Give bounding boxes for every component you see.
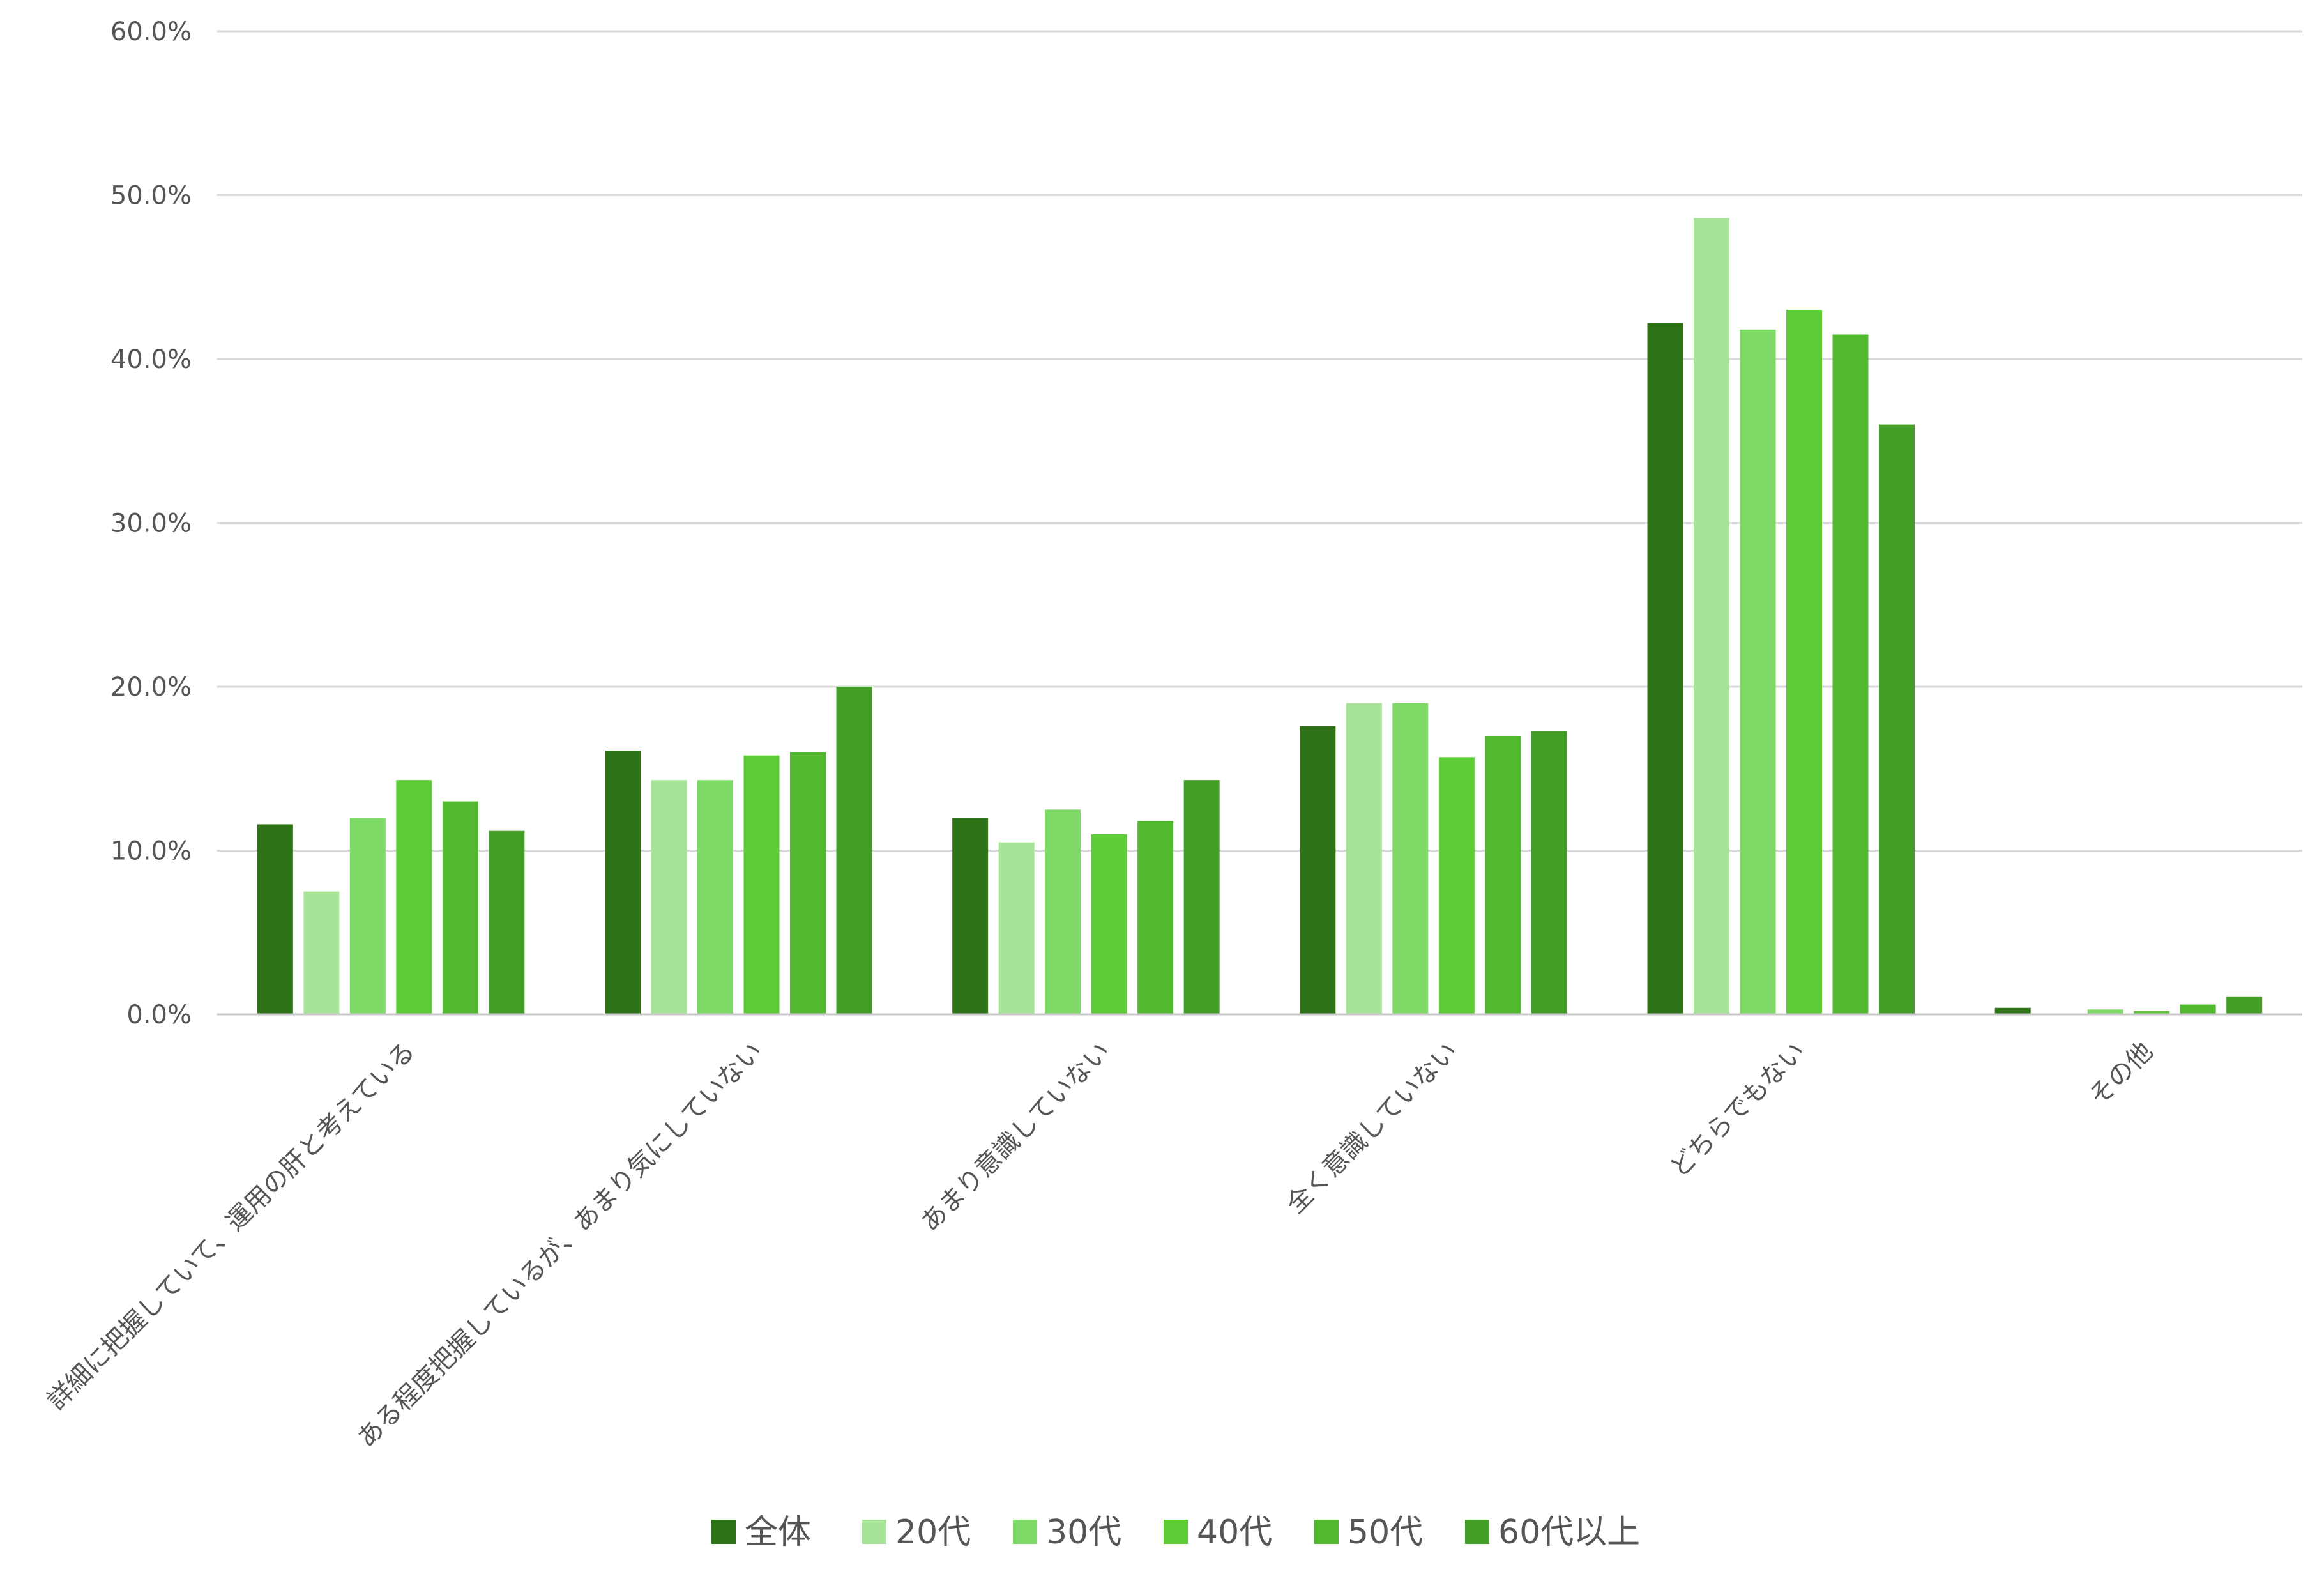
y-tick-label: 30.0% (110, 509, 192, 538)
bar (1346, 703, 1382, 1014)
legend-label: 60代以上 (1498, 1513, 1640, 1552)
bar (1740, 329, 1776, 1014)
bar (952, 818, 989, 1014)
bar (1300, 726, 1336, 1014)
bar (743, 755, 780, 1014)
bar (1392, 703, 1429, 1014)
bar (697, 780, 733, 1014)
legend-swatch (1314, 1520, 1339, 1544)
bar (1485, 735, 1521, 1014)
bar (2180, 1004, 2216, 1014)
y-tick-label: 60.0% (110, 17, 192, 47)
legend-label: 30代 (1046, 1513, 1121, 1552)
y-tick-label: 50.0% (110, 181, 192, 211)
bar (1183, 780, 1220, 1014)
bar (651, 780, 687, 1014)
bar (1647, 323, 1683, 1014)
gridlines (217, 30, 2302, 852)
bar (790, 752, 826, 1014)
bar (605, 751, 641, 1014)
legend-label: 40代 (1197, 1513, 1272, 1552)
legend-swatch (1164, 1520, 1188, 1544)
legend-label: 50代 (1348, 1513, 1423, 1552)
x-category-label: 全く意識していない (1280, 1037, 1463, 1219)
bar (1137, 821, 1174, 1014)
bar (442, 801, 478, 1014)
category-labels: 詳細に把握していて、運用の肝と考えているある程度把握しているが、あまり気にしてい… (42, 1037, 2159, 1454)
bar (1786, 310, 1822, 1014)
y-tick-label: 0.0% (126, 1000, 192, 1030)
x-category-label: その他 (2084, 1037, 2159, 1111)
legend-swatch (711, 1520, 736, 1544)
legend-swatch (862, 1520, 886, 1544)
y-tick-label: 10.0% (110, 837, 192, 866)
x-category-label: どちらでもない (1664, 1037, 1811, 1184)
legend-swatch (1013, 1520, 1037, 1544)
y-tick-label: 20.0% (110, 673, 192, 702)
bar (1091, 834, 1127, 1014)
legend-label: 全体 (745, 1513, 811, 1552)
bar (303, 891, 340, 1014)
bar (2134, 1011, 2170, 1014)
bar (1879, 424, 1915, 1014)
bar (1045, 809, 1081, 1014)
y-axis-ticks: 0.0% 10.0% 20.0% 30.0% 40.0% 50.0% 60.0% (110, 17, 192, 1030)
bar (1438, 757, 1475, 1014)
legend-label: 20代 (895, 1513, 971, 1552)
bar (1694, 218, 1729, 1014)
bar (489, 830, 525, 1014)
bar (2087, 1009, 2123, 1014)
y-tick-label: 40.0% (110, 345, 192, 374)
bar (836, 687, 872, 1014)
bar (349, 818, 386, 1014)
bars (257, 218, 2263, 1014)
x-category-label: あまり意識していない (915, 1037, 1116, 1238)
bar (1994, 1007, 2031, 1014)
legend-swatch (1465, 1520, 1489, 1544)
x-category-label: ある程度把握しているが、あまり気にしていない (352, 1037, 769, 1454)
bar (998, 842, 1035, 1014)
bar (1832, 334, 1869, 1014)
bar (1531, 731, 1567, 1014)
legend: 全体 20代 30代 40代 50代 60代以上 (711, 1513, 1640, 1552)
x-category-label: 詳細に把握していて、運用の肝と考えている (42, 1037, 421, 1416)
bar (396, 780, 432, 1014)
bar (2226, 996, 2263, 1014)
bar (257, 824, 293, 1014)
